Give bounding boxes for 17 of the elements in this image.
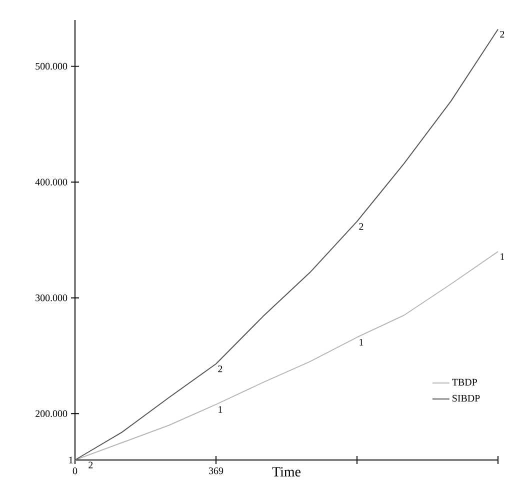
annotation: 2: [359, 223, 364, 230]
annotation: 2: [218, 366, 222, 372]
annotation: 1: [218, 406, 222, 413]
annotation: 2: [500, 30, 504, 38]
x-axis-title: Time: [272, 467, 300, 476]
annotation: 1: [69, 456, 73, 464]
x-tick-label: 0: [72, 468, 78, 474]
y-tick-label: 300.000: [36, 294, 68, 302]
annotation: 2: [88, 462, 93, 468]
legend-label: SIBDP: [452, 394, 480, 402]
x-tick-label: 369: [209, 468, 224, 474]
y-tick-label: 400.000: [35, 178, 68, 186]
y-tick-label: 500.000: [36, 62, 68, 70]
legend-label: TBDP: [452, 378, 477, 386]
annotation: 1: [500, 253, 504, 260]
annotation: 1: [360, 338, 364, 346]
y-tick-label: 200.000: [36, 410, 68, 418]
